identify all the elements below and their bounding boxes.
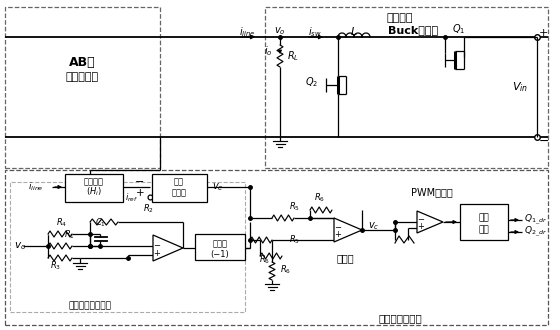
- Text: $R_2$: $R_2$: [142, 203, 153, 215]
- Text: 线性放大器: 线性放大器: [66, 72, 99, 82]
- Text: −: −: [539, 135, 549, 148]
- Text: 同步整流: 同步整流: [387, 13, 413, 23]
- Text: $-$: $-$: [334, 221, 342, 230]
- Text: $R_6$: $R_6$: [259, 254, 270, 267]
- Text: 电路: 电路: [479, 225, 489, 235]
- Bar: [10, 182, 245, 312]
- Polygon shape: [417, 211, 443, 233]
- Text: $Q_2$: $Q_2$: [305, 75, 318, 89]
- Polygon shape: [153, 235, 183, 261]
- Text: $R_6$: $R_6$: [314, 191, 325, 204]
- Text: $Q_1$: $Q_1$: [452, 22, 466, 36]
- Text: PWM调制器: PWM调制器: [411, 187, 453, 197]
- Text: $+$: $+$: [153, 248, 161, 258]
- Text: 全前馈控制电路: 全前馈控制电路: [378, 313, 422, 323]
- Text: +: +: [539, 28, 548, 38]
- Text: $v_c$: $v_c$: [368, 220, 379, 232]
- Text: $+$: $+$: [334, 229, 342, 239]
- Bar: [152, 174, 207, 202]
- Text: $R_6$: $R_6$: [280, 264, 291, 276]
- Text: $C_1$: $C_1$: [95, 216, 105, 229]
- Text: $R_L$: $R_L$: [287, 49, 299, 63]
- Text: $i_{ref}$: $i_{ref}$: [125, 192, 138, 204]
- Text: $i_{line}$: $i_{line}$: [29, 181, 44, 193]
- Text: 调节器: 调节器: [171, 188, 186, 197]
- Text: 反相器: 反相器: [212, 240, 227, 248]
- Text: +: +: [136, 188, 144, 198]
- Text: 驱动: 驱动: [479, 214, 489, 222]
- Text: $+$: $+$: [417, 221, 425, 231]
- Text: $R_4$: $R_4$: [57, 216, 68, 229]
- Text: 电流: 电流: [174, 178, 184, 186]
- Text: $L$: $L$: [350, 25, 358, 37]
- Text: AB类: AB类: [69, 55, 96, 69]
- Bar: [460, 204, 508, 240]
- Text: $i_o$: $i_o$: [264, 44, 273, 58]
- Text: $R_3$: $R_3$: [50, 260, 62, 273]
- Text: $R_5$: $R_5$: [290, 201, 301, 213]
- Text: (−1): (−1): [211, 249, 230, 258]
- Text: $i_{line}$: $i_{line}$: [239, 25, 255, 39]
- Text: $(H_i)$: $(H_i)$: [86, 186, 102, 198]
- Bar: [265, 7, 548, 168]
- Text: $v_o$: $v_o$: [14, 240, 26, 252]
- Text: $-$: $-$: [417, 214, 425, 222]
- Text: $v_e$: $v_e$: [212, 181, 223, 193]
- Text: $R_5$: $R_5$: [290, 234, 301, 247]
- Text: $R_1$: $R_1$: [63, 228, 74, 241]
- Text: $v_o$: $v_o$: [274, 25, 286, 37]
- Text: $-$: $-$: [153, 239, 161, 248]
- Text: −: −: [136, 177, 144, 187]
- Text: $V_{in}$: $V_{in}$: [512, 80, 528, 94]
- Text: 加法器: 加法器: [336, 253, 354, 263]
- Bar: [195, 234, 245, 260]
- Bar: [5, 170, 548, 325]
- Text: 电流采样: 电流采样: [84, 178, 104, 186]
- Text: 比例微分前馈电路: 比例微分前馈电路: [68, 302, 111, 311]
- Polygon shape: [334, 218, 362, 242]
- Text: $Q_{1\_dr}$: $Q_{1\_dr}$: [524, 213, 547, 227]
- Text: $i_{sw}$: $i_{sw}$: [308, 25, 322, 39]
- Text: Buck变换器: Buck变换器: [388, 25, 438, 35]
- Bar: [5, 7, 160, 168]
- Bar: [65, 174, 123, 202]
- Text: $Q_{2\_dr}$: $Q_{2\_dr}$: [524, 225, 547, 239]
